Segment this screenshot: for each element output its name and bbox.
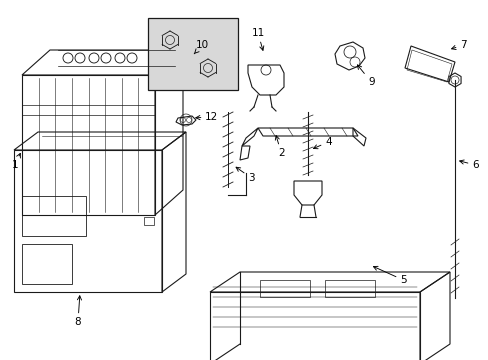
Text: 3: 3 <box>236 167 254 183</box>
Text: 6: 6 <box>459 160 478 170</box>
FancyBboxPatch shape <box>148 18 238 90</box>
Text: 9: 9 <box>357 65 374 87</box>
Text: 4: 4 <box>313 137 331 149</box>
Text: 11: 11 <box>251 28 264 50</box>
Text: 1: 1 <box>11 153 20 170</box>
Text: 2: 2 <box>275 136 284 158</box>
Text: 7: 7 <box>451 40 466 50</box>
Text: 12: 12 <box>195 112 218 122</box>
Text: 8: 8 <box>75 296 81 327</box>
Text: 10: 10 <box>194 40 209 54</box>
Text: 5: 5 <box>373 266 406 285</box>
